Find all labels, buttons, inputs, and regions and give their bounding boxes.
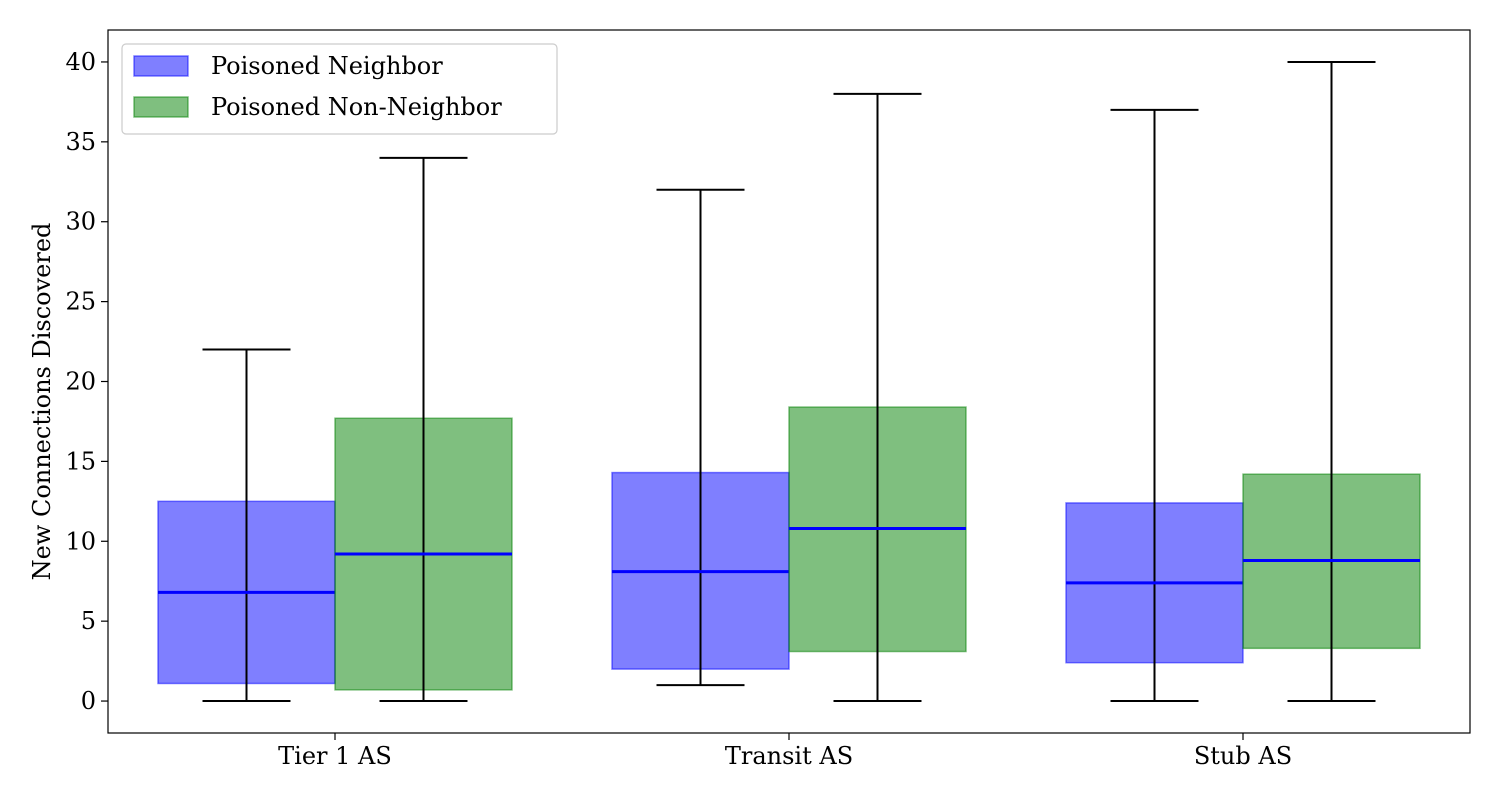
y-tick-label: 40	[65, 48, 96, 76]
legend: Poisoned Neighbor Poisoned Non-Neighbor	[121, 43, 558, 135]
y-tick-label: 30	[65, 208, 96, 236]
y-axis: 0 5 10 15 20 25 30 35 40	[65, 48, 108, 715]
x-tick-label: Tier 1 AS	[278, 742, 392, 770]
x-tick-label: Transit AS	[725, 742, 853, 770]
y-axis-title: New Connections Discovered	[28, 223, 56, 581]
box-poisoned-neighbor-2	[1065, 108, 1244, 703]
y-tick-label: 5	[81, 607, 96, 635]
legend-swatch	[133, 55, 189, 77]
legend-label: Poisoned Non-Neighbor	[211, 93, 502, 121]
y-tick-label: 25	[65, 288, 96, 316]
y-tick-label: 10	[65, 527, 96, 555]
box-poisoned-neighbor-0	[157, 348, 336, 703]
plot-area	[157, 60, 1421, 703]
legend-swatch	[133, 96, 189, 118]
box-poisoned-non-neighbor-1	[788, 92, 967, 703]
box-poisoned-non-neighbor-2	[1242, 60, 1421, 703]
box-poisoned-non-neighbor-0	[334, 156, 513, 703]
y-tick-label: 35	[65, 128, 96, 156]
legend-label: Poisoned Neighbor	[211, 52, 443, 80]
y-tick-label: 20	[65, 368, 96, 396]
y-tick-label: 15	[65, 447, 96, 475]
x-tick-label: Stub AS	[1194, 742, 1292, 770]
legend-frame	[121, 43, 558, 135]
y-tick-label: 0	[81, 687, 96, 715]
box-poisoned-neighbor-1	[611, 188, 790, 687]
x-axis: Tier 1 AS Transit AS Stub AS	[278, 733, 1292, 770]
